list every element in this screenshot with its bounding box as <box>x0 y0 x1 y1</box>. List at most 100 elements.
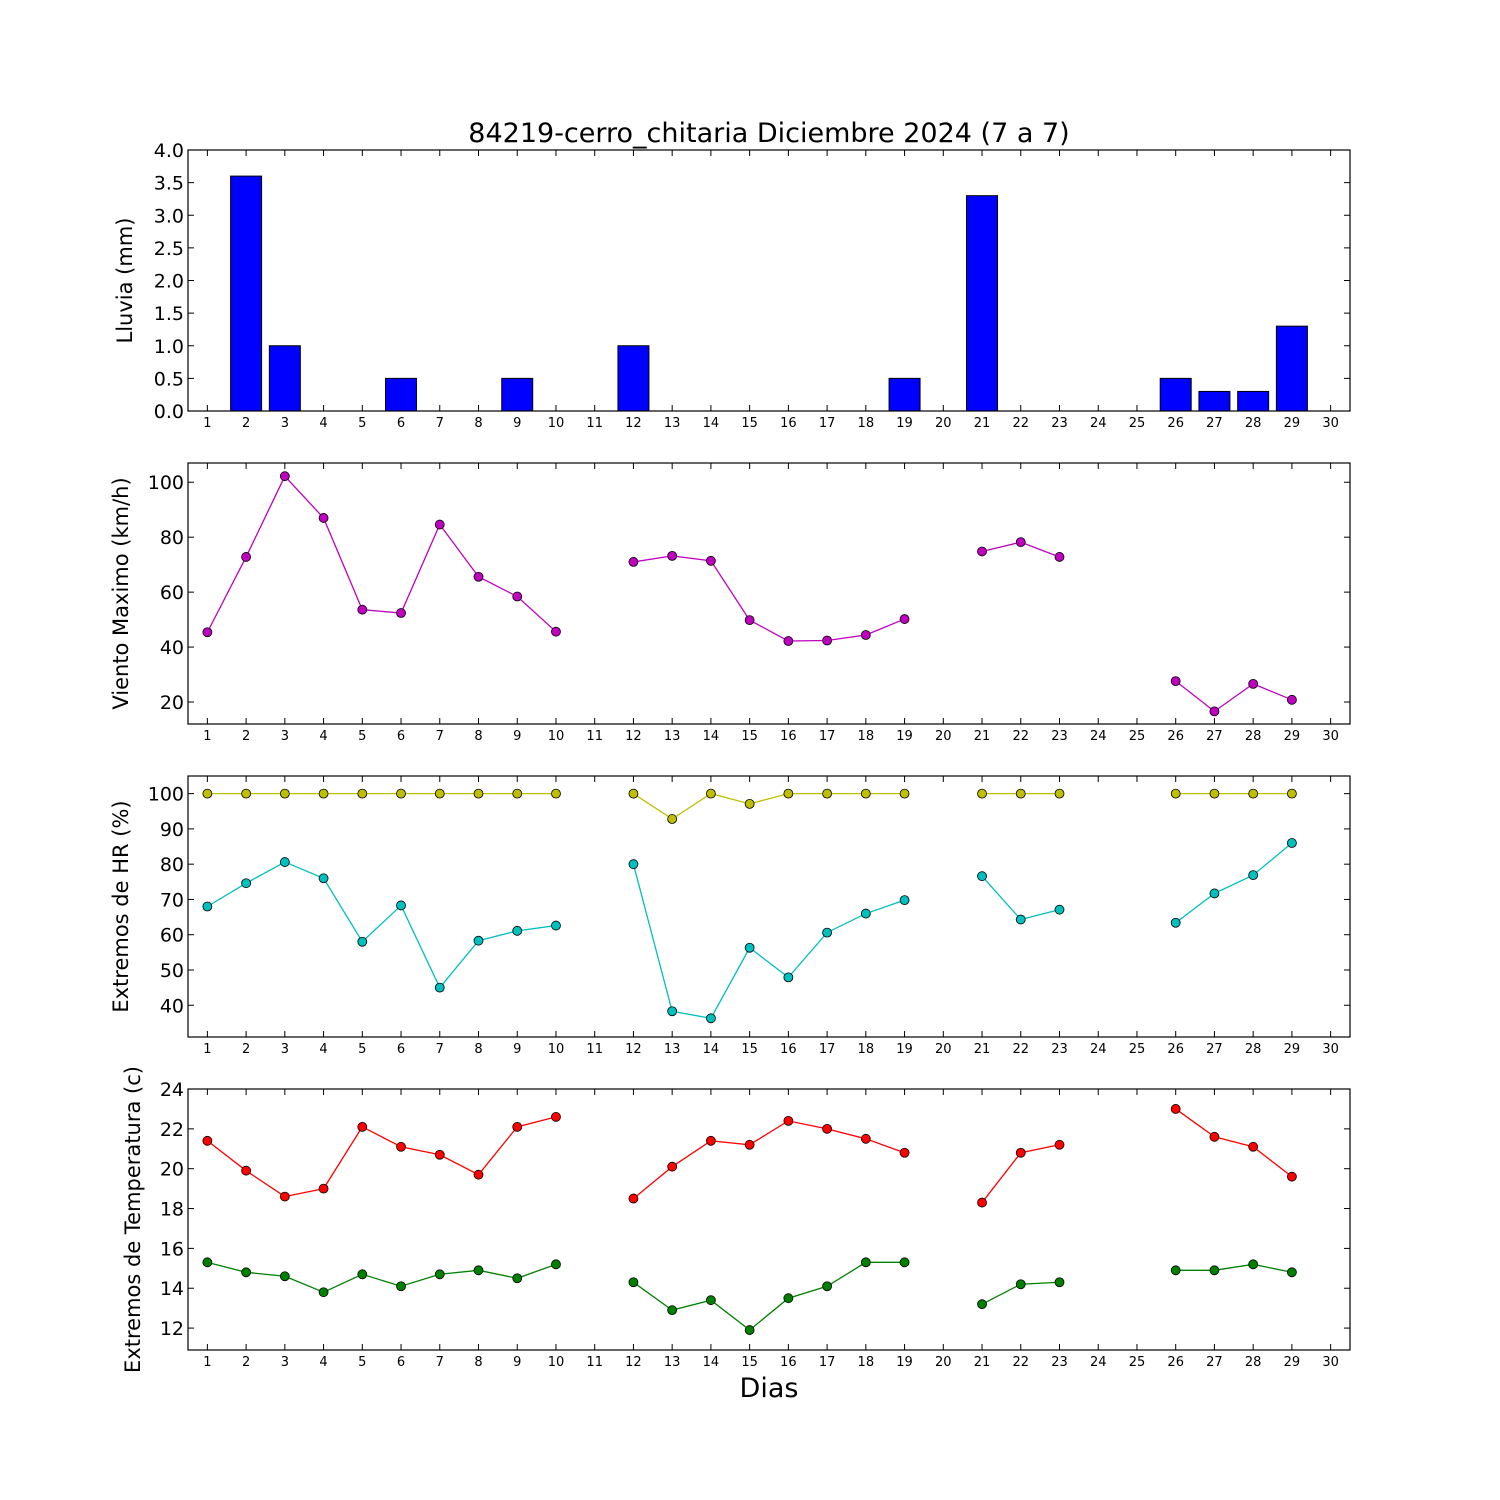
x-tick-label: 11 <box>586 729 603 744</box>
series-line <box>206 475 557 633</box>
series-2 <box>202 838 1297 1024</box>
data-point <box>1248 788 1259 799</box>
x-tick-label: 30 <box>1322 1042 1339 1057</box>
y-tick-label: 40 <box>160 637 184 659</box>
data-point <box>318 1287 329 1298</box>
x-tick-label: 22 <box>1012 1042 1029 1057</box>
data-point <box>706 788 716 799</box>
data-point <box>822 788 832 799</box>
data-point <box>899 614 910 624</box>
data-point <box>783 1115 794 1126</box>
data-point <box>1170 788 1181 799</box>
y-tick-label: 90 <box>160 819 184 841</box>
data-point <box>357 1269 368 1280</box>
x-tick-label: 9 <box>513 729 521 744</box>
data-point <box>434 1269 445 1280</box>
data-point <box>318 873 329 884</box>
x-tick-label: 1 <box>203 1355 211 1370</box>
x-tick-label: 13 <box>664 1042 681 1057</box>
data-point <box>434 982 445 993</box>
x-tick-label: 9 <box>513 1042 521 1057</box>
data-point <box>1054 788 1065 799</box>
y-tick-label: 20 <box>160 1159 184 1181</box>
x-tick-label: 14 <box>703 1042 720 1057</box>
data-point <box>279 1271 290 1282</box>
bar <box>617 345 650 412</box>
series-line <box>633 1120 905 1200</box>
data-point <box>512 1121 523 1132</box>
x-tick-label: 14 <box>703 729 720 744</box>
data-point <box>357 788 368 799</box>
data-point <box>744 798 755 809</box>
data-point <box>318 513 329 523</box>
x-tick-label: 10 <box>548 1042 565 1057</box>
data-point <box>202 1135 213 1146</box>
bar <box>268 345 301 412</box>
data-point <box>1054 1277 1065 1288</box>
data-point <box>977 1299 987 1310</box>
x-tick-label: 4 <box>319 416 327 431</box>
data-point <box>1015 788 1026 799</box>
x-tick-label: 10 <box>548 729 565 744</box>
data-point <box>1170 1265 1181 1276</box>
data-point <box>744 1325 755 1335</box>
x-tick-label: 14 <box>703 416 720 431</box>
data-point <box>279 788 290 799</box>
y-tick-label: 20 <box>160 692 184 714</box>
x-tick-label: 4 <box>319 1355 327 1370</box>
y-tick-label: 100 <box>148 784 184 806</box>
data-point <box>1287 788 1297 799</box>
y-tick-label: 2.5 <box>154 238 184 260</box>
data-point <box>473 788 484 799</box>
data-point <box>473 571 484 582</box>
series-1 <box>202 471 1297 717</box>
data-point <box>667 814 678 824</box>
x-tick-label: 4 <box>319 1042 327 1057</box>
plot-frame <box>187 149 1351 412</box>
data-point <box>1170 676 1181 687</box>
data-point <box>434 788 445 799</box>
x-tick-label: 7 <box>436 1042 444 1057</box>
bar <box>1159 377 1192 412</box>
x-tick-label: 2 <box>242 1355 250 1370</box>
data-point <box>551 920 561 931</box>
x-tick-label: 28 <box>1245 1042 1262 1057</box>
x-tick-label: 11 <box>586 416 603 431</box>
y-axis-label: Extremos de Temperatura (c) <box>121 1066 145 1373</box>
data-point <box>628 1277 639 1288</box>
data-point <box>202 788 213 799</box>
x-tick-label: 1 <box>203 729 211 744</box>
x-tick-label: 25 <box>1129 416 1146 431</box>
series-line <box>207 1261 557 1293</box>
data-point <box>667 1006 678 1017</box>
x-tick-label: 16 <box>780 416 797 431</box>
bar <box>1198 390 1231 412</box>
x-tick-label: 23 <box>1051 416 1068 431</box>
x-tick-label: 23 <box>1051 1042 1068 1057</box>
data-point <box>396 1141 406 1152</box>
x-tick-label: 7 <box>436 1355 444 1370</box>
y-tick-label: 16 <box>160 1238 184 1260</box>
data-point <box>977 788 987 799</box>
x-tick-label: 29 <box>1284 416 1301 431</box>
data-point <box>1248 1141 1259 1152</box>
data-point <box>706 1295 716 1306</box>
data-point <box>667 1161 678 1172</box>
data-point <box>1054 1139 1065 1150</box>
x-tick-label: 24 <box>1090 1042 1107 1057</box>
x-tick-label: 8 <box>474 729 482 744</box>
series-line <box>981 875 1060 921</box>
x-tick-label: 3 <box>281 416 289 431</box>
data-point <box>744 942 755 953</box>
y-tick-label: 100 <box>148 472 184 494</box>
data-point <box>706 555 716 566</box>
plot-frame <box>187 462 1351 725</box>
data-point <box>899 1257 910 1268</box>
data-point <box>396 608 406 618</box>
x-tick-label: 16 <box>780 1042 797 1057</box>
data-point <box>279 471 290 482</box>
x-tick-label: 26 <box>1167 416 1184 431</box>
data-point <box>783 636 794 646</box>
data-point <box>783 972 794 983</box>
